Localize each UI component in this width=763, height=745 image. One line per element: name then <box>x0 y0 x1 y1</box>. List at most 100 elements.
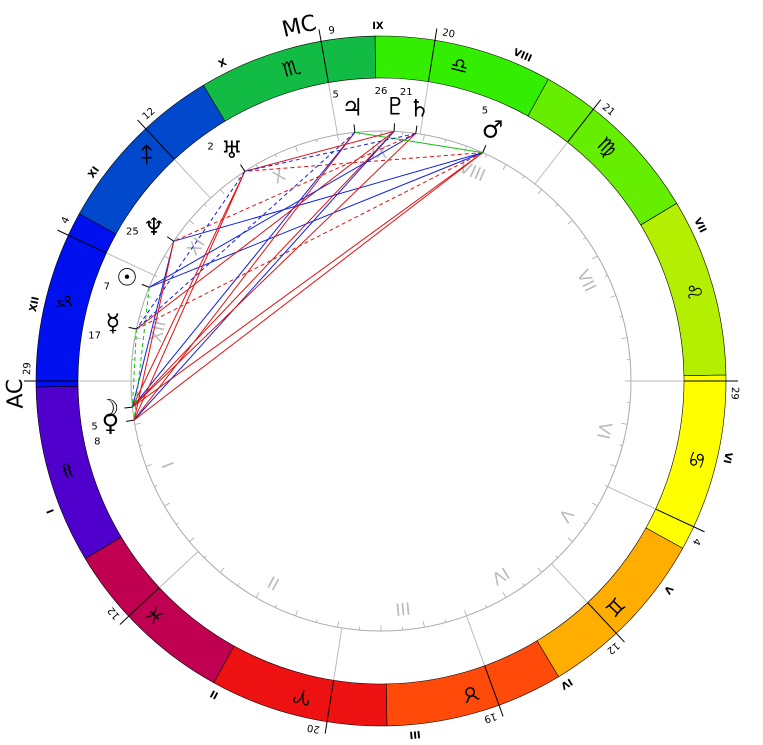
sign-glyph: ♑ <box>51 291 79 314</box>
house-cusp-outer <box>587 602 625 643</box>
degree-tick <box>203 203 207 207</box>
planet-pointer <box>482 145 487 153</box>
house-cusp-outer <box>137 119 175 160</box>
cusp-degree: 20 <box>306 721 321 734</box>
degree-tick <box>315 619 318 623</box>
aspect-line <box>148 132 417 288</box>
planet-pointer <box>166 236 175 242</box>
degree-tick <box>274 604 277 608</box>
house-cusp-outer <box>567 99 602 143</box>
house-numeral-inner: V <box>554 504 577 525</box>
house-cusp-outer <box>324 680 335 734</box>
aspect-line <box>133 132 356 421</box>
house-numeral-outer: II <box>209 687 221 700</box>
degree-tick <box>139 444 143 447</box>
degree-tick <box>255 592 260 598</box>
aspect-line <box>136 171 246 330</box>
degree-tick <box>522 175 525 179</box>
planet-degree: 2 <box>207 141 213 152</box>
planet-glyph: ♅ <box>221 136 243 164</box>
aspect-line <box>131 241 175 408</box>
house-numeral-outer: VI <box>720 451 733 465</box>
sign-glyph: ♒ <box>54 459 82 483</box>
degree-tick <box>255 164 260 170</box>
house-cusp <box>607 486 656 510</box>
degree-tick <box>583 237 587 240</box>
degree-tick <box>592 255 598 260</box>
degree-tick <box>145 464 152 467</box>
degree-tick <box>422 134 425 141</box>
planet-degree: 17 <box>88 331 101 342</box>
house-numeral-inner: III <box>394 597 411 618</box>
house-numeral-inner: XII <box>146 319 170 345</box>
planet-degree: 25 <box>126 227 139 238</box>
degree-tick <box>567 537 573 543</box>
degree-tick <box>502 592 507 598</box>
degree-tick <box>164 502 170 507</box>
aspect-line <box>132 130 395 408</box>
sign-glyph: ♏ <box>279 54 303 82</box>
house-numeral-outer: X <box>217 57 229 70</box>
degree-tick <box>164 255 170 260</box>
house-cusp-outer <box>655 508 705 533</box>
degree-tick <box>621 337 628 340</box>
house-cusp <box>551 563 589 603</box>
mc-label: MC <box>280 11 319 43</box>
house-cusp-outer <box>57 229 107 254</box>
ac-label: AC <box>3 378 29 409</box>
aspect-line <box>136 152 483 330</box>
degree-tick <box>203 555 207 559</box>
planet-degree: 5 <box>332 90 338 101</box>
degree-tick <box>592 502 598 507</box>
house-cusp-outer <box>318 29 329 83</box>
planet-pointer <box>128 326 137 330</box>
cusp-degree: 20 <box>441 27 456 40</box>
planet-pointer <box>141 283 150 288</box>
degree-tick <box>139 315 143 318</box>
degree-tick <box>464 610 467 617</box>
house-numeral-inner: I <box>159 459 179 471</box>
degree-tick <box>315 139 318 143</box>
aspect-line <box>132 152 483 408</box>
planet-degree: 26 <box>375 86 388 97</box>
house-cusp-outer <box>119 587 160 625</box>
degree-tick <box>237 583 240 587</box>
degree-tick <box>422 621 425 628</box>
planet-glyph: ☉ <box>116 263 138 291</box>
cusp-degree: 9 <box>328 25 336 37</box>
house-numeral-outer: I <box>45 507 57 515</box>
degree-tick <box>145 295 152 298</box>
house-cusp <box>333 627 343 681</box>
sign-glyph: ♎ <box>448 51 471 79</box>
degree-tick <box>583 522 587 525</box>
house-numeral-outer: III <box>409 728 421 740</box>
house-cusp <box>419 81 429 135</box>
degree-tick <box>610 295 617 298</box>
aspect-line <box>133 131 395 421</box>
degree-tick <box>485 154 488 158</box>
aspect-line <box>244 130 395 172</box>
cusp-degree: 4 <box>690 536 703 547</box>
degree-tick <box>189 537 195 543</box>
house-numeral-outer: XII <box>28 296 42 313</box>
aspect-line <box>244 132 416 172</box>
planet-glyph: ♀ <box>102 409 120 437</box>
sign-glyph: ♌ <box>680 279 708 303</box>
degree-tick <box>444 619 447 623</box>
degree-tick <box>604 274 608 277</box>
planet-glyph: ♂ <box>482 116 504 144</box>
aspect-line <box>133 152 483 421</box>
house-numeral-inner: XI <box>184 234 210 259</box>
degree-tick <box>295 610 298 617</box>
degree-tick <box>154 485 158 488</box>
house-numeral-outer: V <box>661 583 675 596</box>
house-cusp <box>106 252 155 276</box>
aspect-line <box>133 287 150 421</box>
sign-glyph: ♈ <box>291 683 314 711</box>
planet-glyph: ☿ <box>106 309 121 337</box>
degree-tick <box>189 219 195 225</box>
degree-tick <box>219 567 225 573</box>
aspect-line <box>173 132 416 242</box>
cusp-degree: 29 <box>22 362 33 375</box>
planet-pointer <box>124 406 133 409</box>
